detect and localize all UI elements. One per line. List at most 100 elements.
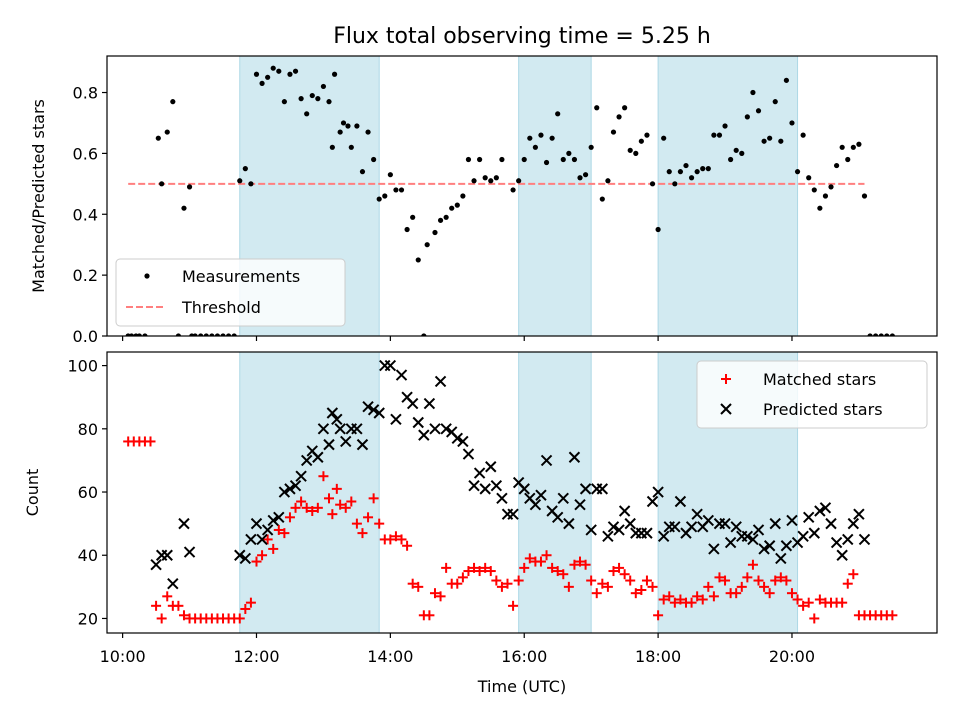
data-point [150, 559, 162, 571]
data-point [262, 534, 273, 545]
data-point [683, 162, 689, 169]
data-point [658, 594, 669, 605]
data-point [568, 451, 581, 463]
data-point [256, 533, 268, 546]
data-point [390, 413, 402, 426]
data-point [457, 572, 468, 583]
data-point [747, 533, 759, 546]
data-point [792, 594, 803, 605]
data-point [582, 172, 589, 178]
data-point [555, 111, 561, 117]
data-point [532, 144, 538, 150]
data-point [181, 205, 187, 211]
data-point [814, 594, 825, 605]
data-point [429, 588, 440, 599]
data-point [331, 413, 343, 426]
data-point [538, 132, 544, 138]
data-point [535, 556, 546, 567]
plot-area-top [125, 56, 895, 336]
y-tick-label: 0.6 [73, 144, 98, 163]
data-point [348, 144, 354, 150]
data-point [566, 150, 572, 156]
axes-frame-top [106, 55, 938, 337]
shaded-interval-1 [239, 352, 380, 633]
data-point [393, 187, 399, 193]
data-point [716, 132, 723, 138]
x-tick-label: 18:00 [635, 647, 681, 666]
data-point [521, 156, 527, 163]
data-point [334, 423, 346, 435]
data-point [586, 575, 597, 586]
data-point [485, 566, 496, 577]
x-tick-label: 14:00 [367, 647, 413, 666]
data-point [239, 552, 252, 565]
data-point [842, 533, 854, 546]
data-point [337, 129, 343, 135]
data-point [245, 597, 256, 608]
data-point [298, 96, 304, 102]
data-point [402, 540, 413, 551]
data-point [641, 575, 652, 586]
data-point [156, 613, 167, 624]
data-point [873, 333, 879, 336]
data-point [178, 610, 189, 621]
y-tick-label: 0.2 [73, 266, 98, 285]
data-point [507, 508, 519, 520]
data-point [183, 546, 196, 558]
data-point [170, 99, 176, 105]
top-panel: 0.0 0.2 0.4 0.6 0.8 Matched/Predicted stars Me… [29, 55, 938, 346]
data-point [733, 147, 739, 153]
data-point [300, 454, 313, 467]
legend-box [115, 258, 346, 327]
data-point [251, 556, 262, 567]
legend-label-predicted: Predicted stars [763, 400, 883, 419]
data-point [800, 132, 806, 138]
data-point [259, 80, 265, 86]
data-point [351, 518, 362, 529]
data-point [354, 123, 360, 129]
y-axis-label: Matched/Predicted stars [29, 99, 48, 293]
data-point [167, 577, 179, 590]
data-point [474, 566, 485, 577]
data-point [819, 502, 832, 514]
data-point [649, 181, 656, 187]
data-point [685, 521, 698, 533]
data-point [720, 575, 731, 586]
x-tick-label: 16:00 [501, 647, 547, 666]
data-point [630, 588, 641, 599]
data-point [443, 214, 449, 220]
data-point [292, 68, 299, 74]
data-point [482, 175, 488, 181]
data-point [162, 591, 173, 602]
data-point [618, 505, 631, 517]
data-point [410, 214, 416, 220]
data-point [770, 575, 781, 586]
data-point [155, 135, 161, 141]
data-point [613, 524, 625, 536]
legend-label-threshold: Threshold [181, 298, 261, 317]
data-point [270, 65, 276, 71]
data-point [722, 123, 728, 129]
data-point [653, 610, 664, 621]
data-point [335, 499, 346, 510]
y-tick-label: 0.4 [73, 205, 98, 224]
data-point [480, 562, 491, 573]
data-point [496, 581, 507, 592]
data-point [767, 135, 773, 141]
data-point [491, 575, 502, 586]
data-point [736, 581, 747, 592]
data-point [750, 89, 756, 96]
data-point [136, 333, 142, 336]
data-point [602, 530, 614, 542]
data-point [385, 534, 396, 545]
data-point [454, 202, 460, 208]
data-point [577, 175, 583, 181]
data-point [655, 226, 661, 233]
data-point [672, 181, 678, 187]
data-point [811, 187, 817, 193]
data-point [591, 588, 602, 599]
data-point [848, 569, 859, 580]
data-point [407, 578, 418, 589]
